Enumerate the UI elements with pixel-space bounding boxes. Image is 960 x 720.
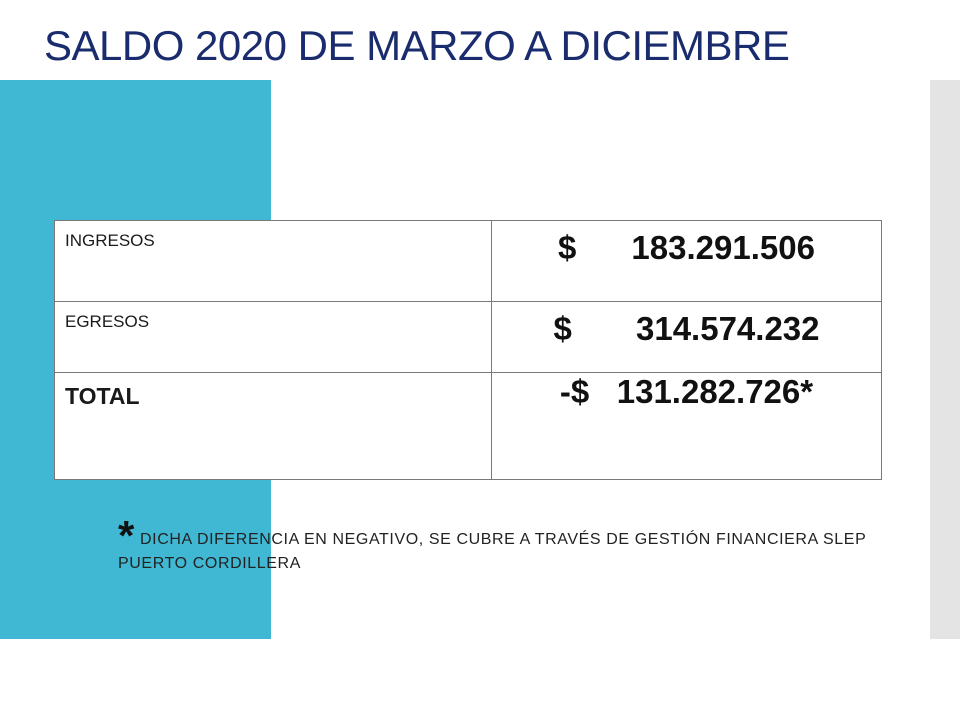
row-label-cell: TOTAL <box>54 372 492 480</box>
footnote: * DICHA DIFERENCIA EN NEGATIVO, SE CUBRE… <box>118 515 878 576</box>
table-row: INGRESOS $ 183.291.506 <box>54 220 882 302</box>
row-value-cell: $ 314.574.232 <box>491 301 882 373</box>
footnote-text: DICHA DIFERENCIA EN NEGATIVO, SE CUBRE A… <box>118 531 867 572</box>
row-label-cell: EGRESOS <box>54 301 492 373</box>
row-value-ingresos: $ 183.291.506 <box>558 229 815 266</box>
balance-table: INGRESOS $ 183.291.506 EGRESOS $ 314.574… <box>54 220 882 480</box>
row-value-cell: $ 183.291.506 <box>491 220 882 302</box>
row-value-egresos: $ 314.574.232 <box>553 310 820 347</box>
row-value-total: -$ 131.282.726* <box>559 373 814 410</box>
footnote-marker: * <box>118 512 135 559</box>
row-label-cell: INGRESOS <box>54 220 492 302</box>
table-row: EGRESOS $ 314.574.232 <box>54 301 882 373</box>
row-label-ingresos: INGRESOS <box>65 231 155 250</box>
row-label-total: TOTAL <box>65 383 140 409</box>
table-row: TOTAL -$ 131.282.726* <box>54 372 882 480</box>
row-value-cell: -$ 131.282.726* <box>491 372 882 480</box>
slide-title: SALDO 2020 DE MARZO A DICIEMBRE <box>44 22 790 69</box>
row-label-egresos: EGRESOS <box>65 312 150 331</box>
side-bar <box>930 80 960 639</box>
